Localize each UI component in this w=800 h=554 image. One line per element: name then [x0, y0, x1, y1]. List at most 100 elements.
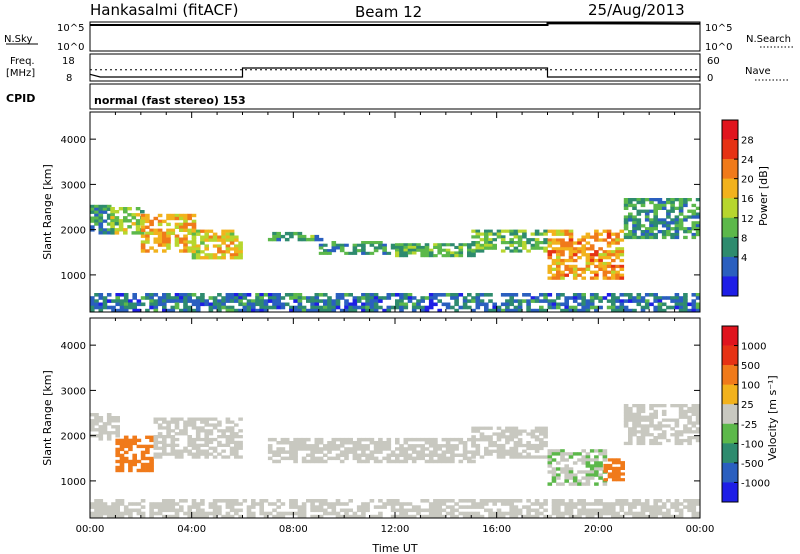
- echo-cell: [339, 246, 345, 250]
- echo-cell: [94, 502, 99, 506]
- echo-cell: [551, 505, 557, 509]
- echo-cell: [632, 421, 637, 425]
- echo-cell: [420, 296, 425, 300]
- echo-cell: [221, 432, 226, 436]
- colorbar-tick-label: 100: [741, 381, 760, 392]
- echo-cell: [339, 459, 345, 464]
- echo-cell: [653, 415, 658, 419]
- echo-cell: [691, 409, 697, 414]
- echo-cell: [594, 238, 599, 242]
- echo-cell: [221, 250, 226, 254]
- echo-cell: [301, 447, 307, 451]
- echo-cell: [157, 213, 163, 218]
- echo-cell: [98, 434, 104, 438]
- echo-cell: [378, 447, 383, 451]
- echo-cell: [484, 426, 489, 430]
- colorbar-swatch: [722, 326, 738, 346]
- echo-cell: [560, 499, 565, 503]
- echo-cell: [509, 432, 514, 436]
- echo-cell: [441, 456, 447, 461]
- echo-cell: [365, 241, 370, 245]
- echo-cell: [153, 417, 159, 421]
- echo-cell: [106, 216, 112, 220]
- echo-cell: [619, 267, 625, 271]
- echo-cell: [526, 443, 531, 448]
- echo-cell: [187, 308, 192, 313]
- echo-cell: [365, 459, 370, 464]
- echo-cell: [102, 502, 108, 506]
- echo-cell: [484, 238, 489, 242]
- echo-cell: [170, 505, 176, 509]
- echo-cell: [636, 218, 642, 222]
- echo-cell: [543, 293, 548, 297]
- echo-cell: [674, 502, 680, 506]
- echo-cell: [314, 302, 320, 307]
- echo-cell: [110, 216, 115, 220]
- echo-cell: [589, 514, 595, 519]
- echo-cell: [318, 308, 324, 313]
- echo-cell: [683, 215, 688, 219]
- echo-cell: [691, 305, 697, 310]
- echo-cell: [225, 440, 231, 445]
- echo-cell: [687, 406, 692, 411]
- echo-cell: [577, 293, 582, 297]
- echo-cell: [530, 446, 536, 451]
- echo-cell: [280, 305, 286, 310]
- echo-cell: [484, 502, 489, 506]
- echo-cell: [110, 222, 115, 226]
- echo-cell: [598, 461, 603, 465]
- echo-cell: [534, 514, 540, 519]
- echo-cell: [221, 296, 226, 300]
- echo-cell: [102, 511, 108, 516]
- echo-cell: [649, 293, 654, 297]
- echo-cell: [272, 231, 277, 236]
- echo-cell: [378, 511, 383, 516]
- echo-cell: [276, 234, 281, 239]
- echo-cell: [623, 224, 629, 228]
- echo-cell: [670, 505, 675, 509]
- echo-cell: [488, 243, 493, 247]
- echo-cell: [471, 511, 476, 516]
- echo-cell: [191, 502, 197, 506]
- echo-cell: [153, 302, 159, 307]
- x-tick-label: 12:00: [381, 524, 410, 535]
- echo-cell: [568, 305, 574, 310]
- echo-cell: [234, 432, 239, 436]
- echo-cell: [678, 308, 684, 313]
- echo-cell: [212, 238, 218, 242]
- echo-cell: [420, 453, 425, 457]
- echo-cell: [174, 420, 180, 424]
- echo-cell: [467, 514, 472, 519]
- echo-cell: [560, 229, 565, 233]
- echo-cell: [479, 438, 485, 442]
- echo-cell: [568, 235, 574, 239]
- echo-cell: [416, 505, 421, 509]
- echo-cell: [153, 440, 159, 445]
- echo-cell: [145, 249, 150, 253]
- echo-cell: [179, 505, 184, 509]
- echo-cell: [568, 508, 574, 513]
- echo-cell: [267, 305, 273, 310]
- echo-cell: [327, 450, 332, 454]
- echo-cell: [94, 219, 99, 223]
- echo-cell: [352, 456, 358, 461]
- freq-label-line2: [MHz]: [6, 68, 35, 79]
- echo-cell: [640, 224, 646, 228]
- echo-cell: [666, 514, 671, 519]
- echo-cell: [403, 305, 409, 310]
- echo-cell: [166, 222, 171, 227]
- echo-cell: [183, 225, 188, 229]
- echo-cell: [344, 308, 349, 313]
- colorbar-tick-label: 24: [741, 155, 754, 166]
- echo-cell: [602, 264, 608, 269]
- echo-cell: [606, 241, 612, 245]
- echo-cell: [411, 450, 417, 454]
- echo-cell: [623, 227, 629, 231]
- echo-cell: [589, 508, 595, 513]
- echo-cell: [327, 299, 332, 303]
- echo-cell: [602, 267, 608, 271]
- echo-cell: [636, 235, 642, 240]
- echo-cell: [98, 207, 104, 211]
- echo-cell: [94, 434, 99, 438]
- echo-cell: [653, 218, 658, 222]
